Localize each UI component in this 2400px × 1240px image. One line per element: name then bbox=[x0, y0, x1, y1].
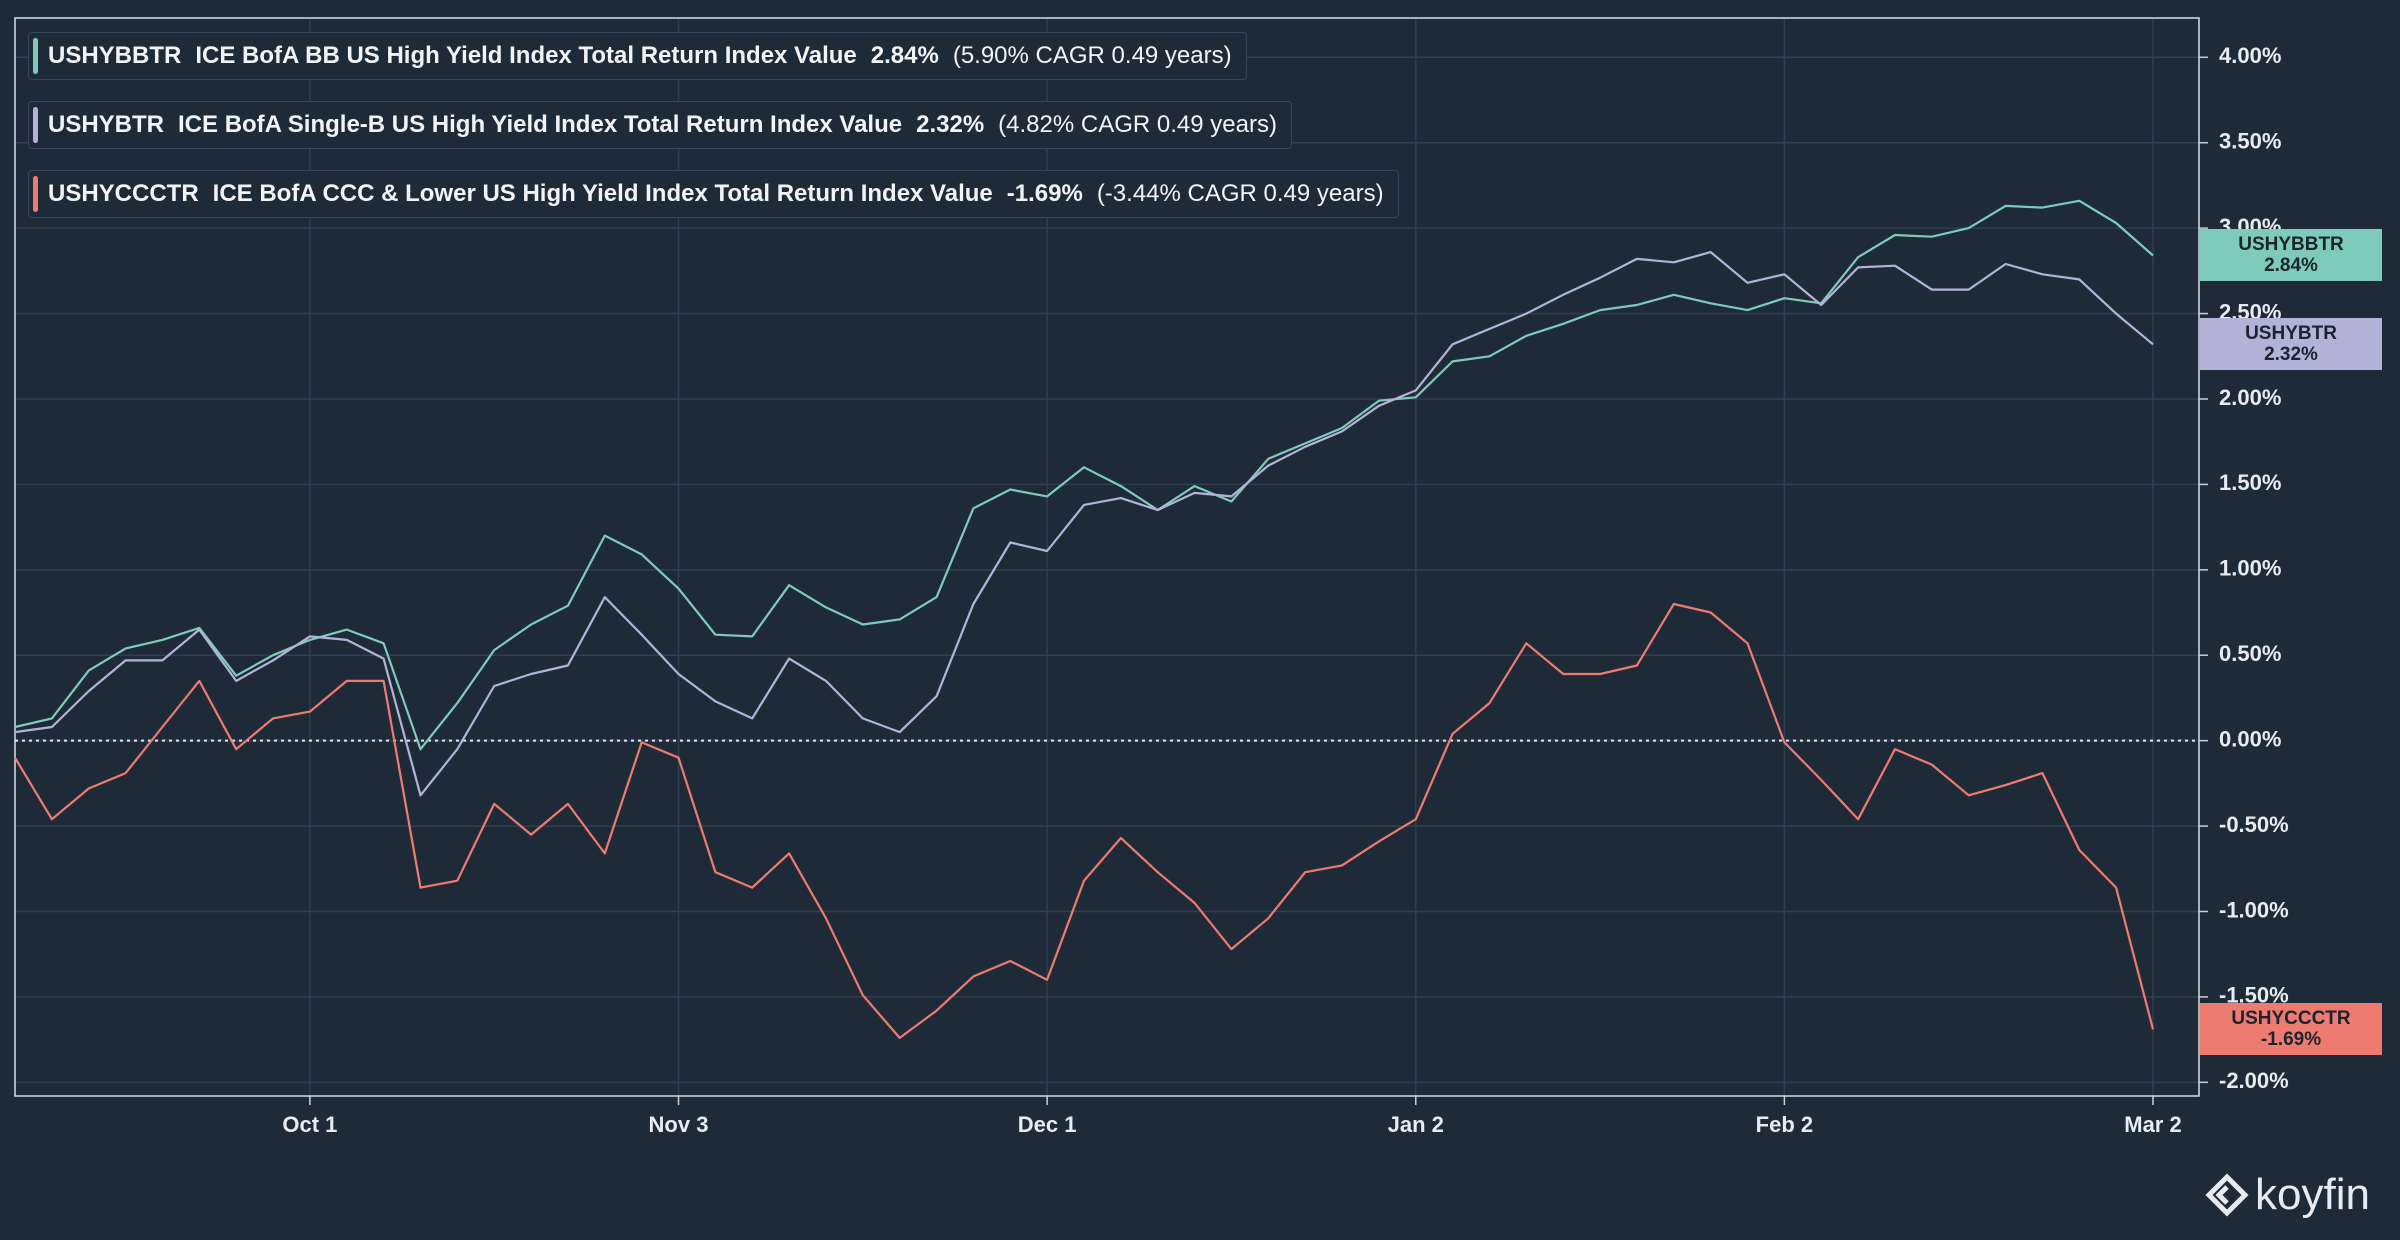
last-value-badge: USHYCCCTR -1.69% bbox=[2200, 1003, 2382, 1056]
legend-ticker: USHYCCCTR bbox=[48, 180, 199, 207]
badge-value: 2.32% bbox=[2264, 344, 2318, 366]
last-value-badge: USHYBBTR 2.84% bbox=[2200, 229, 2382, 282]
series-line bbox=[14, 199, 2154, 751]
legend-entry: USHYBBTR ICE BofA BB US High Yield Index … bbox=[28, 32, 1247, 80]
legend-description: ICE BofA CCC & Lower US High Yield Index… bbox=[212, 180, 993, 207]
y-tick-label: -1.00% bbox=[2219, 897, 2289, 922]
x-tick-label: Oct 1 bbox=[282, 1112, 337, 1137]
y-tick-label: -2.00% bbox=[2219, 1068, 2289, 1093]
series-line bbox=[14, 251, 2154, 797]
brand-logo: koyfin bbox=[2205, 1170, 2370, 1220]
badge-value: 2.84% bbox=[2264, 255, 2318, 277]
x-tick-label: Jan 2 bbox=[1388, 1112, 1444, 1137]
legend-ticker: USHYBBTR bbox=[48, 42, 182, 69]
badge-ticker: USHYBBTR bbox=[2238, 234, 2344, 256]
y-tick-label: 0.00% bbox=[2219, 726, 2281, 751]
brand-text: koyfin bbox=[2255, 1170, 2370, 1219]
x-tick-label: Nov 3 bbox=[649, 1112, 709, 1137]
series-line bbox=[14, 602, 2155, 1039]
legend-last-value: -1.69% bbox=[1006, 180, 1083, 207]
y-tick-label: 2.00% bbox=[2219, 385, 2281, 410]
x-tick-label: Feb 2 bbox=[1756, 1112, 1813, 1137]
badge-value: -1.69% bbox=[2260, 1029, 2322, 1051]
legend-cagr: (4.82% CAGR 0.49 years) bbox=[998, 111, 1277, 138]
legend-entry: USHYCCCTR ICE BofA CCC & Lower US High Yi… bbox=[28, 170, 1399, 218]
legend: USHYBBTR ICE BofA BB US High Yield Index … bbox=[28, 32, 1399, 218]
y-tick-label: 1.50% bbox=[2219, 470, 2281, 495]
legend-description: ICE BofA Single-B US High Yield Index To… bbox=[178, 111, 903, 138]
y-tick-label: -0.50% bbox=[2219, 812, 2289, 837]
badge-ticker: USHYCCCTR bbox=[2231, 1008, 2351, 1030]
legend-description: ICE BofA BB US High Yield Index Total Re… bbox=[195, 42, 857, 69]
badge-ticker: USHYBTR bbox=[2245, 323, 2337, 345]
brand-icon bbox=[2205, 1173, 2249, 1217]
y-tick-label: 1.00% bbox=[2219, 556, 2281, 581]
last-value-badge: USHYBTR 2.32% bbox=[2200, 318, 2382, 371]
x-tick-label: Dec 1 bbox=[1018, 1112, 1077, 1137]
y-tick-label: 3.50% bbox=[2219, 129, 2281, 154]
y-tick-label: 4.00% bbox=[2219, 43, 2281, 68]
x-tick-label: Mar 2 bbox=[2124, 1112, 2181, 1137]
legend-cagr: (5.90% CAGR 0.49 years) bbox=[952, 42, 1232, 69]
plot-frame bbox=[14, 17, 2200, 1097]
legend-cagr: (-3.44% CAGR 0.49 years) bbox=[1096, 180, 1384, 207]
y-tick-label: 0.50% bbox=[2219, 641, 2281, 666]
legend-swatch bbox=[33, 107, 38, 143]
legend-swatch bbox=[33, 176, 38, 212]
legend-last-value: 2.32% bbox=[916, 111, 985, 138]
legend-ticker: USHYBTR bbox=[48, 111, 165, 138]
legend-entry: USHYBTR ICE BofA Single-B US High Yield I… bbox=[28, 101, 1292, 149]
legend-swatch bbox=[33, 38, 38, 74]
legend-last-value: 2.84% bbox=[870, 42, 939, 69]
